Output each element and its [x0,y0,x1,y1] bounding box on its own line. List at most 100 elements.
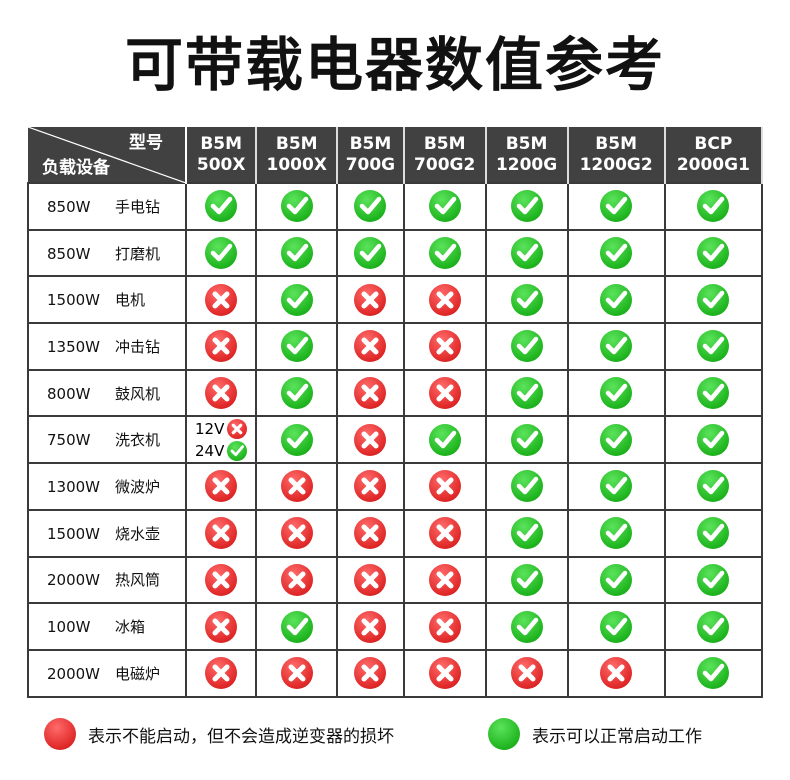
compatibility-table: 型号 负载设备 B5M 500X B5M 1000X B5M 700G B5M 700G2 B5… [27,127,764,698]
voltage-label: 24V [194,441,225,460]
cross-icon [280,563,313,596]
support-cell [184,368,258,418]
support-cell [663,368,764,418]
device-cell: 750W 洗衣机 [27,415,187,465]
check-icon [428,190,461,223]
support-cell [566,182,666,231]
support-cell [336,462,405,511]
check-icon [600,517,633,550]
model-name-line: 2000G1 [676,154,750,175]
device-wattage: 1300W [47,477,101,496]
device-cell: 850W 手电钻 [27,182,187,231]
check-icon [205,237,238,270]
cross-icon [205,283,238,316]
check-icon [697,377,730,410]
cross-icon [428,377,461,410]
model-header: B5M 500X [186,127,258,183]
check-icon [280,330,313,363]
model-name-line: B5M [349,133,392,154]
support-cell [402,228,487,278]
device-name: 微波炉 [115,477,161,496]
support-cell [184,555,258,605]
model-header: B5M 1200G2 [567,127,666,183]
cross-icon [354,423,387,456]
device-wattage: 850W [47,244,91,263]
check-icon [488,718,520,750]
check-icon [510,283,543,316]
support-cell [566,462,666,511]
cross-icon [280,657,313,690]
device-wattage: 1350W [47,337,101,356]
table-row: 850W 打磨机 [27,228,764,278]
check-icon [697,423,730,456]
check-icon [205,190,238,223]
check-icon [697,517,730,550]
support-cell [663,462,764,511]
support-cell [255,648,339,698]
support-cell [663,322,764,371]
device-name: 冲击钻 [115,337,161,356]
cross-icon [354,610,387,643]
cross-icon [227,419,248,440]
check-icon [600,190,633,223]
support-cell [336,602,405,651]
support-cell [484,228,569,278]
check-icon [510,423,543,456]
model-header: B5M 700G2 [403,127,487,183]
support-cell [184,228,258,278]
table-row: 850W 手电钻 [27,182,764,231]
support-cell [663,602,764,651]
support-cell [484,602,569,651]
support-cell [336,648,405,698]
support-cell [484,462,569,511]
cross-icon [205,517,238,550]
support-cell [255,602,339,651]
device-name: 洗衣机 [115,431,161,450]
voltage-line: 24V [187,440,255,462]
support-cell [663,555,764,605]
support-cell [336,508,405,558]
device-name: 鼓风机 [115,384,161,403]
device-cell: 2000W 电磁炉 [27,648,187,698]
support-cell [255,275,339,325]
support-cell [255,322,339,371]
table-row: 800W 鼓风机 [27,368,764,418]
support-cell [566,415,666,465]
support-cell [566,555,666,605]
model-label: 型号 [129,133,163,153]
check-icon [510,237,543,270]
check-icon [428,237,461,270]
device-wattage: 850W [47,197,91,216]
support-cell [484,182,569,231]
device-cell: 1300W 微波炉 [27,462,187,511]
support-cell [663,415,764,465]
check-icon [510,610,543,643]
support-cell [184,275,258,325]
cross-icon [600,657,633,690]
support-cell [484,322,569,371]
support-cell [184,462,258,511]
check-icon [600,237,633,270]
voltage-line: 12V [187,418,255,440]
check-icon [280,377,313,410]
cross-icon [428,470,461,503]
support-cell [484,415,569,465]
cross-icon [428,610,461,643]
support-cell [336,368,405,418]
device-name: 烧水壶 [115,524,161,543]
support-cell [255,462,339,511]
support-cell [566,368,666,418]
check-icon [697,657,730,690]
device-name: 冰箱 [115,618,146,637]
check-icon [697,190,730,223]
support-cell [484,648,569,698]
cross-icon [205,610,238,643]
table-row: 1300W 微波炉 [27,462,764,511]
check-icon [600,470,633,503]
header-row: 型号 负载设备 B5M 500X B5M 1000X B5M 700G B5M 700G2 B5… [28,127,764,183]
support-cell [566,228,666,278]
check-icon [280,190,313,223]
device-wattage: 800W [47,384,91,403]
support-cell [566,648,666,698]
support-cell [336,182,405,231]
